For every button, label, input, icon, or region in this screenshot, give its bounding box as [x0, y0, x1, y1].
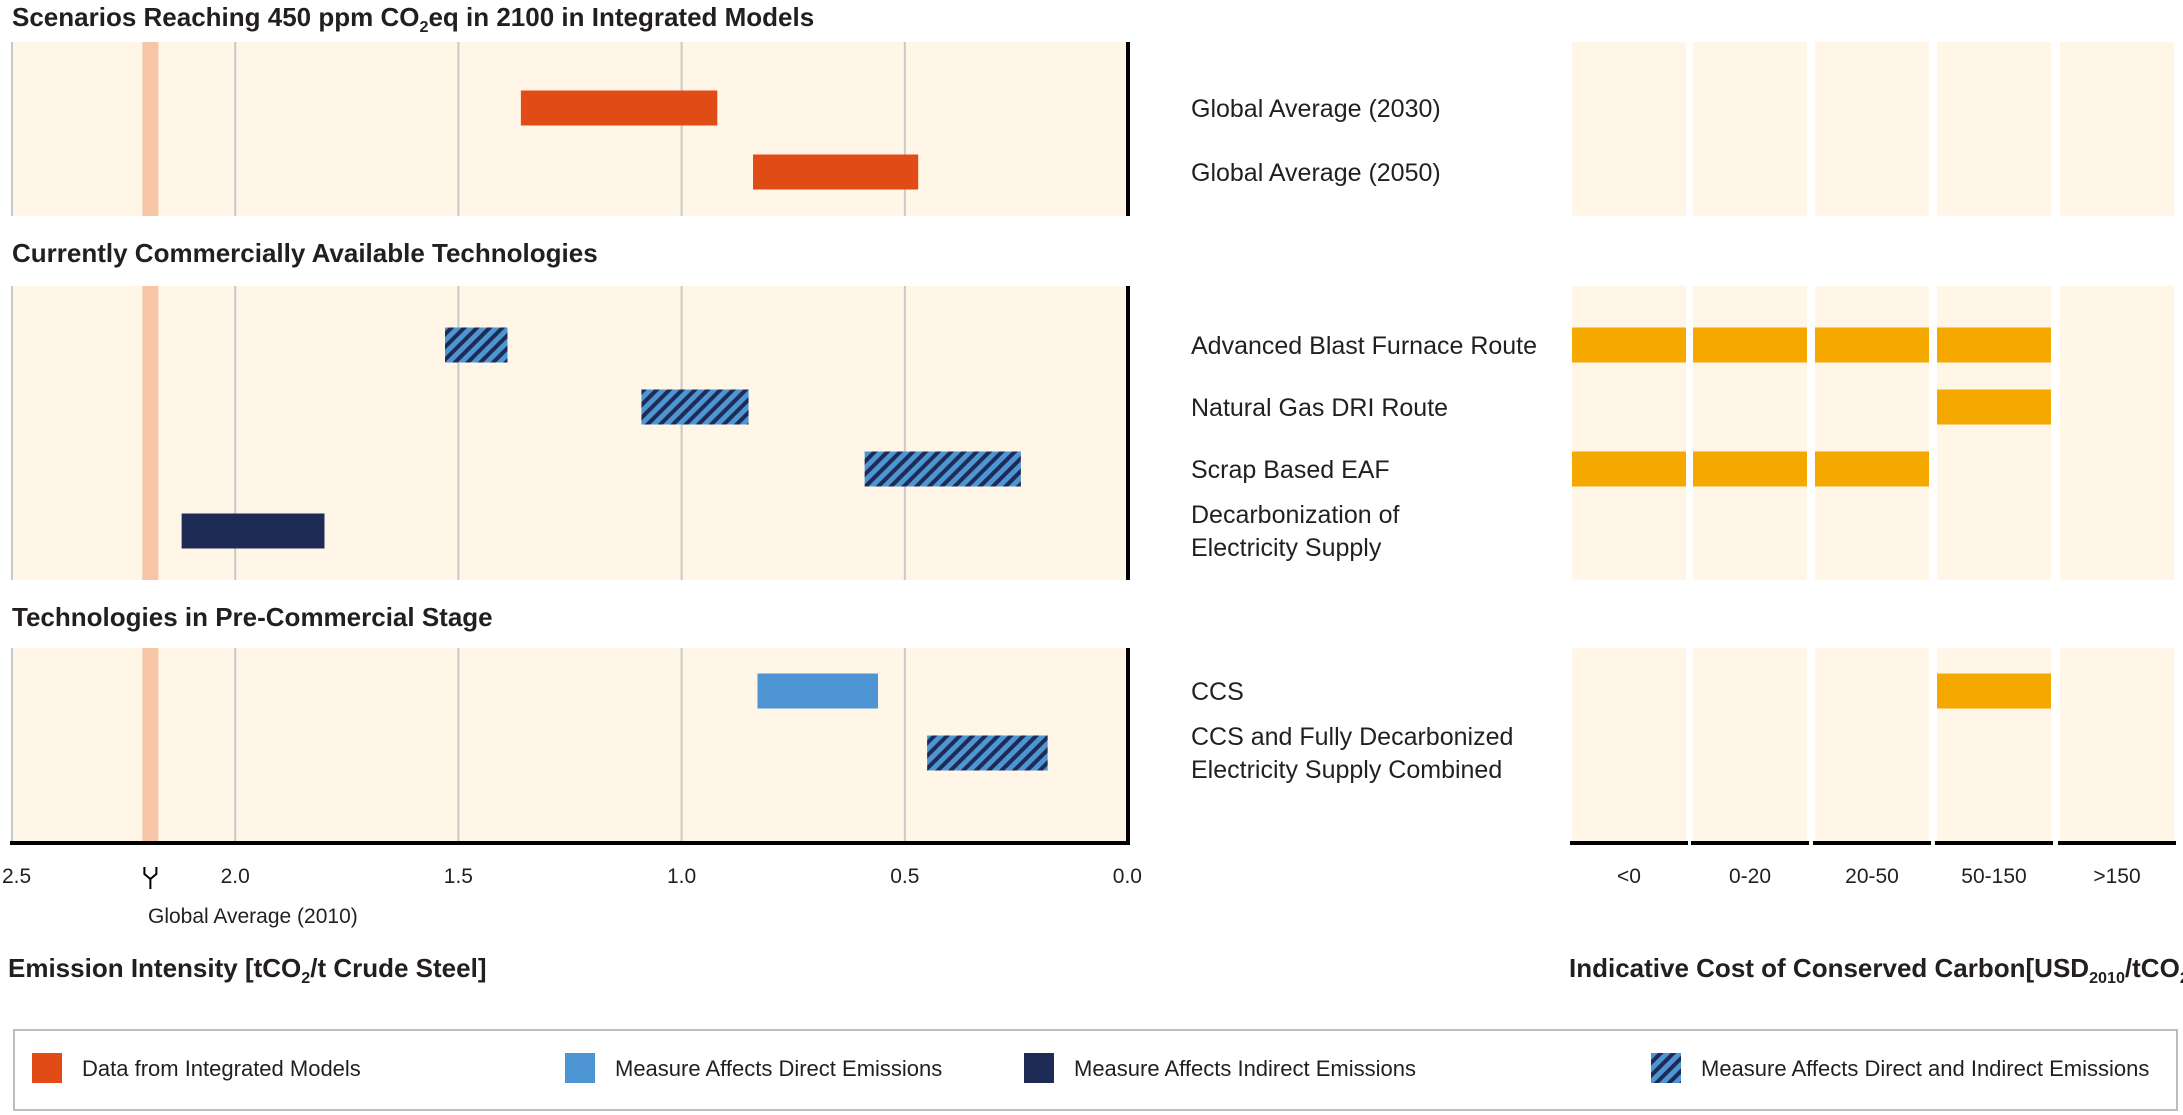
x-tick-label: 2.5: [2, 865, 31, 888]
x-tick-label: 1.0: [667, 865, 696, 888]
global-average-2010-band: [142, 286, 159, 580]
cost-fill-50150: [1937, 673, 2051, 709]
row-label: Decarbonization of Electricity Supply: [1191, 501, 1400, 562]
emission-panel-1: [12, 42, 1128, 216]
cost-cell-bg: [2060, 286, 2174, 580]
row-label: Global Average (2050): [1191, 159, 1441, 187]
cost-category-label: >150: [2093, 865, 2140, 888]
range-bar-ccs-and-fully-decarbonized-electricity-supply-combined: [927, 735, 1048, 771]
range-bar-natural-gas-dri-route: [641, 389, 749, 425]
cost-fill-2050: [1815, 327, 1929, 363]
cost-cell-bg: [1572, 648, 1686, 843]
cost-cell-bg: [1572, 42, 1686, 216]
global-average-2010-band: [142, 648, 159, 843]
row-label: CCS and Fully Decarbonized Electricity Su…: [1191, 723, 1513, 784]
legend-swatch-integrated-models: [32, 1053, 62, 1083]
x-tick-label: 2.0: [221, 865, 250, 888]
range-bar-advanced-blast-furnace-route: [445, 327, 508, 363]
legend-label: Measure Affects Direct and Indirect Emis…: [1701, 1056, 2149, 1081]
cost-category-label: 50-150: [1961, 865, 2026, 888]
cost-category-label: 20-50: [1845, 865, 1899, 888]
global-average-label: Global Average (2010): [148, 905, 358, 928]
cost-category-label: 0-20: [1729, 865, 1771, 888]
row-label: Natural Gas DRI Route: [1191, 394, 1448, 422]
row-label: Scrap Based EAF: [1191, 456, 1390, 484]
range-bar-ccs: [757, 673, 879, 709]
section-title: Scenarios Reaching 450 ppm CO2eq in 2100…: [12, 2, 814, 36]
legend-box: [13, 1029, 2178, 1111]
x-tick-label: 0.0: [1113, 865, 1142, 888]
cost-cell-bg: [1815, 42, 1929, 216]
cost-category-label: <0: [1617, 865, 1641, 888]
range-bar-global-average-2050-: [753, 154, 919, 190]
range-bar-global-average-2030-: [520, 90, 718, 126]
cost-fill-0: [1572, 451, 1686, 487]
x-tick-label: 1.5: [444, 865, 473, 888]
cost-fill-020: [1693, 451, 1807, 487]
emission-axis-title: Emission Intensity [tCO2/t Crude Steel]: [8, 953, 486, 987]
legend-swatch-direct-and-indirect: [1651, 1053, 1681, 1083]
emission-panel-2: [12, 286, 1128, 580]
range-bar-decarbonization-of-electricity-supply: [181, 513, 325, 549]
row-label: Global Average (2030): [1191, 95, 1441, 123]
row-label: Advanced Blast Furnace Route: [1191, 332, 1537, 360]
cost-cell-bg: [1937, 42, 2051, 216]
cost-cell-bg: [1693, 648, 1807, 843]
section-title: Technologies in Pre-Commercial Stage: [12, 602, 493, 632]
global-average-2010-band: [142, 42, 159, 216]
cost-fill-020: [1693, 327, 1807, 363]
global-average-marker: [143, 867, 158, 889]
legend-swatch-indirect: [1024, 1053, 1054, 1083]
cost-fill-2050: [1815, 451, 1929, 487]
legend-label: Measure Affects Direct Emissions: [615, 1056, 942, 1081]
x-tick-label: 0.5: [890, 865, 919, 888]
cost-fill-50150: [1937, 327, 2051, 363]
cost-fill-0: [1572, 327, 1686, 363]
legend-label: Data from Integrated Models: [82, 1056, 361, 1081]
range-bar-scrap-based-eaf: [864, 451, 1021, 487]
cost-cell-bg: [1693, 42, 1807, 216]
legend-swatch-direct: [565, 1053, 595, 1083]
cost-fill-50150: [1937, 389, 2051, 425]
cost-axis-title: Indicative Cost of Conserved Carbon[USD2…: [1569, 953, 2183, 987]
row-label: CCS: [1191, 678, 1244, 706]
cost-cell-bg: [2060, 648, 2174, 843]
cost-cell-bg: [1815, 648, 1929, 843]
section-title: Currently Commercially Available Technol…: [12, 238, 598, 268]
legend-label: Measure Affects Indirect Emissions: [1074, 1056, 1416, 1081]
cost-cell-bg: [2060, 42, 2174, 216]
